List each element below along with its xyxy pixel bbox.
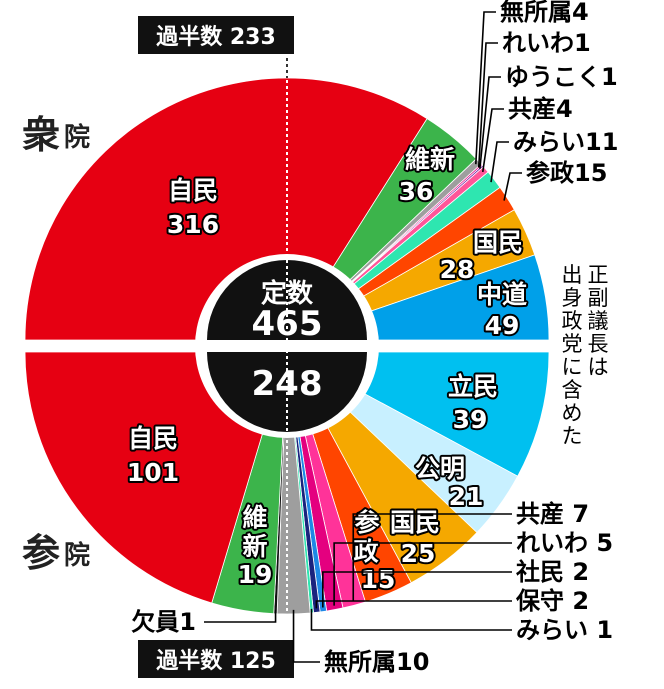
- note-c2-1: 身: [562, 286, 583, 310]
- note-c2-7: た: [562, 424, 583, 448]
- note-c2-6: め: [562, 401, 583, 425]
- leader-shu-3: [477, 42, 498, 168]
- note-c2-3: 党: [562, 332, 583, 356]
- value-san-rikken: 39: [453, 405, 488, 434]
- label-san-sansei-2: 政: [353, 537, 379, 566]
- label-shu-ishin: 維新: [405, 145, 455, 174]
- label-san-ishin-1: 維: [242, 503, 267, 532]
- leader-shu-7: [503, 172, 522, 201]
- note-c2-0: 出: [562, 263, 583, 287]
- note-c1-0: 正: [588, 263, 609, 287]
- label-san-10: 欠員1: [131, 608, 196, 636]
- value-san-jimin: 101: [127, 458, 179, 487]
- label-san-jimin: 自民: [128, 424, 178, 453]
- label-san-5: れいわ 5: [516, 529, 613, 557]
- label-san-6: 社民 2: [516, 558, 589, 586]
- leader-shu-4: [479, 76, 501, 169]
- leader-san-6: [322, 571, 512, 608]
- leader-san-8: [310, 608, 512, 631]
- label-shu-4: ゆうこく1: [505, 63, 618, 91]
- label-san-kokumin: 国民: [390, 508, 440, 537]
- majority-shu: 過半数 233: [156, 24, 276, 50]
- label-shu-2: 無所属4: [500, 0, 589, 26]
- leader-san-7: [315, 600, 512, 609]
- house-divider: [20, 340, 560, 352]
- leader-san-10: [204, 609, 277, 623]
- majority-box-san: [138, 640, 294, 678]
- center-top: [207, 260, 367, 340]
- leader-shu-6: [490, 141, 509, 183]
- label-shu-kokumin: 国民: [473, 228, 523, 257]
- label-san-9: 無所属10: [324, 648, 429, 676]
- house-san-1: 参: [22, 531, 60, 575]
- slice-san-12: [24, 351, 288, 604]
- label-san-sansei-1: 参: [354, 508, 379, 537]
- leader-shu-2: [474, 11, 496, 165]
- label-shu-7: 参政15: [526, 159, 607, 187]
- note-c2-5: 含: [562, 378, 583, 402]
- label-san-4: 共産 7: [516, 500, 589, 528]
- label-shu-chudo: 中道: [477, 280, 527, 309]
- house-shu-2: 院: [64, 122, 90, 153]
- note-c1-3: 長: [588, 332, 609, 356]
- house-san-2: 院: [64, 540, 90, 571]
- note-c1-2: 議: [588, 309, 609, 333]
- label-san-komei: 公明: [415, 454, 465, 483]
- label-shu-3: れいわ1: [502, 29, 591, 57]
- value-shu-kokumin: 28: [440, 255, 475, 284]
- value-san-ishin: 19: [238, 560, 273, 589]
- label-shu-6: みらい11: [513, 128, 618, 156]
- majority-box-shu: [138, 16, 294, 54]
- label-san-ishin-2: 新: [242, 532, 267, 561]
- label-san-7: 保守 2: [515, 587, 589, 615]
- leader-san-5: [333, 542, 512, 606]
- value-shu-ishin: 36: [399, 177, 434, 206]
- majority-san: 過半数 125: [156, 648, 276, 674]
- note-c1-4: は: [588, 355, 609, 379]
- note-c1-1: 副: [588, 286, 609, 310]
- value-san-komei: 21: [449, 482, 484, 511]
- leader-shu-5: [481, 108, 504, 173]
- label-shu-5: 共産4: [508, 95, 573, 123]
- note-c2-2: 政: [562, 309, 583, 333]
- label-san-rikken: 立民: [448, 372, 498, 401]
- leader-san-9: [292, 609, 320, 663]
- house-shu-1: 衆: [22, 113, 60, 157]
- value-shu-jimin: 316: [167, 210, 219, 239]
- value-shu-chudo: 49: [485, 311, 520, 340]
- label-san-8: みらい 1: [516, 616, 613, 644]
- value-san-sansei: 15: [361, 565, 396, 594]
- label-shu-jimin: 自民: [168, 176, 218, 205]
- note-c2-4: に: [562, 355, 583, 379]
